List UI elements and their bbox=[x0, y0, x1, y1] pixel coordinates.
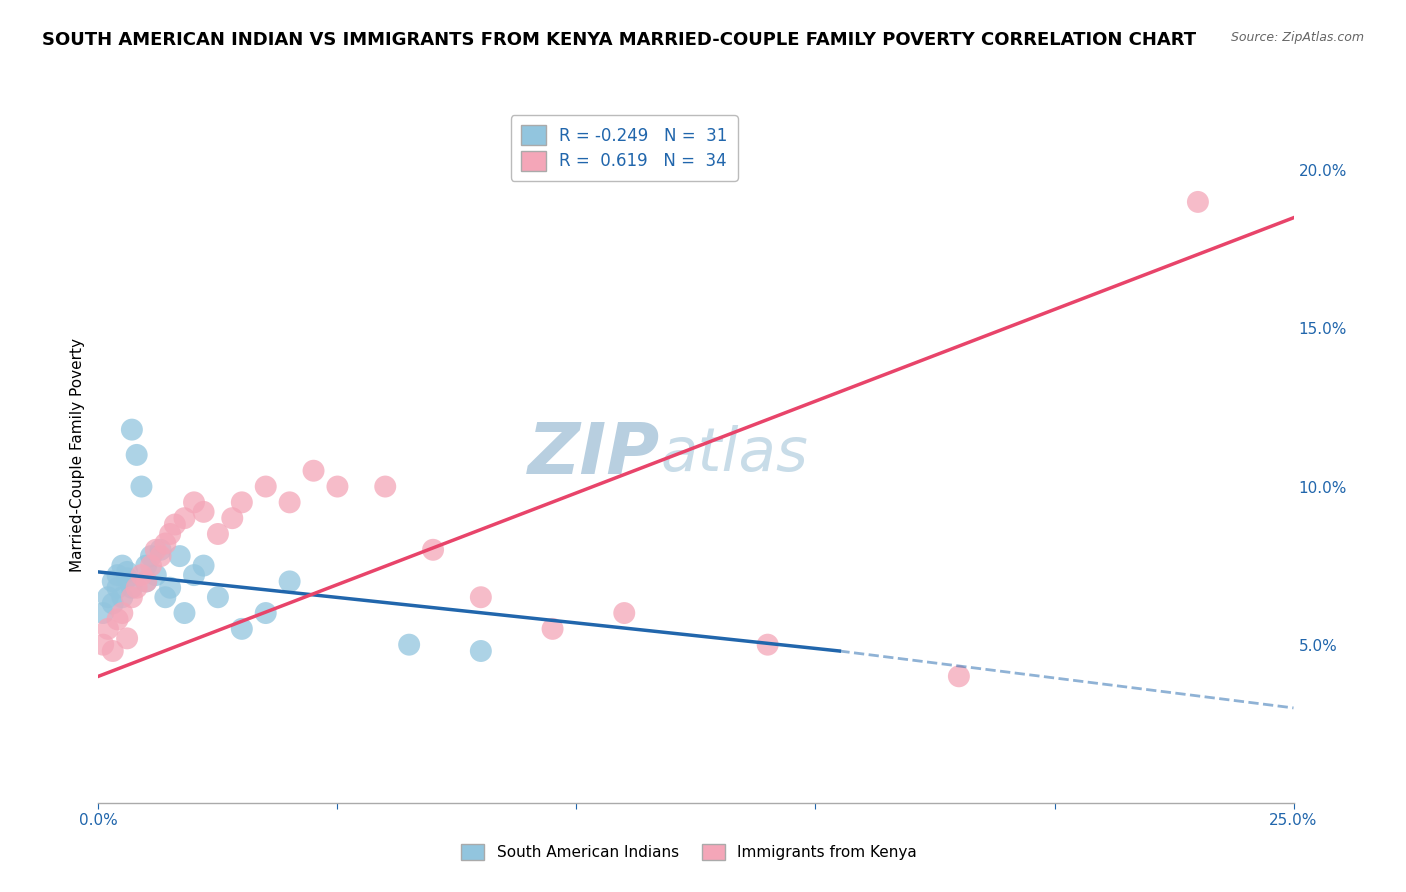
Point bbox=[131, 568, 153, 582]
Legend: South American Indians, Immigrants from Kenya: South American Indians, Immigrants from … bbox=[456, 838, 922, 866]
Point bbox=[155, 591, 177, 605]
Text: atlas: atlas bbox=[661, 425, 808, 484]
Point bbox=[115, 632, 138, 646]
Point bbox=[101, 597, 124, 611]
Point bbox=[91, 606, 114, 620]
Y-axis label: Married-Couple Family Poverty: Married-Couple Family Poverty bbox=[69, 338, 84, 572]
Point bbox=[121, 581, 143, 595]
Point bbox=[125, 448, 148, 462]
Point bbox=[159, 527, 181, 541]
Point bbox=[254, 606, 277, 620]
Point bbox=[121, 423, 143, 437]
Point bbox=[135, 558, 157, 573]
Point bbox=[756, 638, 779, 652]
Point bbox=[278, 495, 301, 509]
Point bbox=[183, 568, 205, 582]
Point bbox=[91, 638, 114, 652]
Point bbox=[207, 527, 229, 541]
Text: ZIP: ZIP bbox=[527, 420, 661, 490]
Point bbox=[1187, 194, 1209, 209]
Point bbox=[145, 568, 167, 582]
Point bbox=[159, 581, 181, 595]
Point bbox=[101, 644, 124, 658]
Point bbox=[135, 574, 157, 589]
Point bbox=[97, 591, 120, 605]
Point bbox=[111, 591, 134, 605]
Point bbox=[613, 606, 636, 620]
Point bbox=[149, 542, 172, 557]
Point bbox=[135, 574, 157, 589]
Point bbox=[374, 479, 396, 493]
Point bbox=[326, 479, 349, 493]
Point bbox=[221, 511, 243, 525]
Point bbox=[131, 479, 153, 493]
Point bbox=[541, 622, 564, 636]
Point bbox=[115, 565, 138, 579]
Point bbox=[193, 505, 215, 519]
Point bbox=[139, 549, 162, 563]
Legend: R = -0.249   N =  31, R =  0.619   N =  34: R = -0.249 N = 31, R = 0.619 N = 34 bbox=[510, 115, 738, 180]
Point bbox=[163, 517, 186, 532]
Point bbox=[231, 495, 253, 509]
Text: Source: ZipAtlas.com: Source: ZipAtlas.com bbox=[1230, 31, 1364, 45]
Point bbox=[173, 511, 195, 525]
Point bbox=[169, 549, 191, 563]
Point bbox=[422, 542, 444, 557]
Point bbox=[173, 606, 195, 620]
Point bbox=[97, 622, 120, 636]
Point bbox=[145, 542, 167, 557]
Point bbox=[254, 479, 277, 493]
Point bbox=[111, 606, 134, 620]
Point bbox=[107, 612, 129, 626]
Point bbox=[121, 591, 143, 605]
Point bbox=[183, 495, 205, 509]
Point bbox=[107, 568, 129, 582]
Point bbox=[125, 581, 148, 595]
Point bbox=[107, 581, 129, 595]
Point bbox=[470, 591, 492, 605]
Point bbox=[193, 558, 215, 573]
Point bbox=[948, 669, 970, 683]
Point bbox=[111, 558, 134, 573]
Point bbox=[115, 571, 138, 585]
Point bbox=[278, 574, 301, 589]
Point bbox=[302, 464, 325, 478]
Text: SOUTH AMERICAN INDIAN VS IMMIGRANTS FROM KENYA MARRIED-COUPLE FAMILY POVERTY COR: SOUTH AMERICAN INDIAN VS IMMIGRANTS FROM… bbox=[42, 31, 1197, 49]
Point bbox=[149, 549, 172, 563]
Point bbox=[101, 574, 124, 589]
Point bbox=[470, 644, 492, 658]
Point bbox=[231, 622, 253, 636]
Point bbox=[155, 536, 177, 550]
Point bbox=[207, 591, 229, 605]
Point bbox=[139, 558, 162, 573]
Point bbox=[398, 638, 420, 652]
